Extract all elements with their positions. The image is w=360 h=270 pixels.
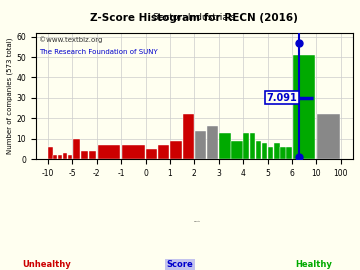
Bar (268, 147, 274, 159)
Bar (195, 130, 206, 159)
Bar (48, 147, 53, 159)
Bar (89, 151, 96, 159)
Bar (53, 155, 58, 159)
Text: The Research Foundation of SUNY: The Research Foundation of SUNY (39, 49, 158, 55)
Bar (318, 114, 340, 159)
Bar (170, 141, 182, 159)
Bar (81, 151, 88, 159)
Y-axis label: Number of companies (573 total): Number of companies (573 total) (7, 38, 13, 154)
Bar (293, 55, 315, 159)
Bar (286, 147, 292, 159)
Bar (146, 149, 157, 159)
Bar (231, 141, 243, 159)
Title: Z-Score Histogram for RECN (2016): Z-Score Histogram for RECN (2016) (90, 14, 298, 23)
Bar (207, 126, 218, 159)
Bar (98, 145, 120, 159)
Bar (158, 145, 170, 159)
Text: 7.091: 7.091 (267, 93, 297, 103)
Text: Unhealthy: Unhealthy (22, 260, 71, 269)
Bar (63, 153, 67, 159)
Bar (58, 155, 62, 159)
Text: Healthy: Healthy (295, 260, 332, 269)
Bar (68, 155, 72, 159)
Bar (262, 143, 267, 159)
Bar (249, 133, 255, 159)
Bar (122, 145, 145, 159)
Text: Unhealthy: Unhealthy (194, 221, 202, 222)
Text: Score: Score (167, 260, 193, 269)
Bar (73, 139, 80, 159)
Bar (280, 147, 286, 159)
Text: Sector: Industrials: Sector: Industrials (153, 14, 235, 22)
Bar (183, 114, 194, 159)
Bar (274, 143, 280, 159)
Bar (256, 141, 261, 159)
Bar (219, 133, 230, 159)
Bar (243, 133, 249, 159)
Text: ©www.textbiz.org: ©www.textbiz.org (39, 36, 102, 43)
